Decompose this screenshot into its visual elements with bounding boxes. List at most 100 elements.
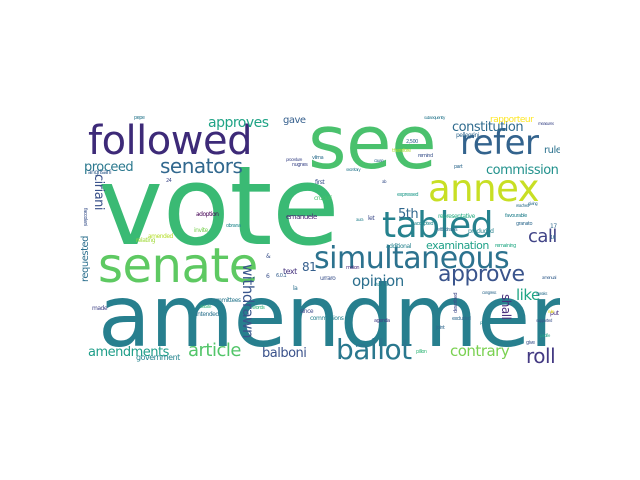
word-commission: commission xyxy=(486,163,559,178)
word-secretary: secretary xyxy=(346,167,361,172)
word-senators: senators xyxy=(160,154,243,178)
word-debate: debate xyxy=(200,304,212,309)
word-amendment: amendment xyxy=(98,267,560,366)
word-invite: invite xyxy=(194,227,208,234)
word-tabled: tabled xyxy=(382,205,494,246)
word-representative: representative xyxy=(438,213,475,220)
word-ciriani: ciriani xyxy=(91,174,106,211)
word-like: like xyxy=(516,286,540,304)
word-81: 81 xyxy=(302,260,317,274)
word-moion: moion xyxy=(346,265,360,271)
word-give: give xyxy=(526,340,535,346)
word-joint: joint xyxy=(436,325,445,331)
word-opinion: opinion xyxy=(352,272,404,290)
word-ab: ab xyxy=(382,179,387,184)
word-requested: requested xyxy=(80,236,91,283)
word-granato: granato xyxy=(516,221,533,227)
word-article: article xyxy=(188,340,241,361)
word-rapporteur: rapporteur xyxy=(490,116,534,125)
word-senate: senate xyxy=(98,238,258,294)
word-contrary: contrary xyxy=(450,342,510,360)
word-ballot: ballot xyxy=(336,333,412,366)
word-ampersand: & xyxy=(266,253,271,260)
word-since: since xyxy=(300,308,314,315)
word-aura: aura xyxy=(356,217,364,222)
word-constitution: constitution xyxy=(452,120,524,135)
word-see: see xyxy=(308,116,437,186)
word-obrana: obrana xyxy=(226,223,241,229)
word-reached: reached xyxy=(516,203,529,208)
word-annex: annex xyxy=(428,167,540,210)
word-followed: followed xyxy=(88,118,252,164)
word-approves: approves xyxy=(208,116,269,131)
word-urraro: urraro xyxy=(320,275,336,282)
word-rule-small: rule xyxy=(548,309,554,314)
word-let: let xyxy=(368,215,375,222)
word-made: made xyxy=(92,305,108,312)
word-commissions: commissions xyxy=(310,315,344,322)
word-remind: remind xyxy=(418,153,433,159)
word-words: words xyxy=(252,305,265,311)
word-emanuele: emanuele xyxy=(286,213,317,221)
word-withdraws: withdraws xyxy=(436,227,458,233)
word-2500: 2,500 xyxy=(406,139,418,145)
word-examination: examination xyxy=(426,239,489,252)
word-first: first xyxy=(315,179,325,186)
word-6-0-1: 6.0.1 xyxy=(276,273,287,279)
word-call: call xyxy=(528,226,557,247)
word-procedure: procedure xyxy=(286,157,302,162)
word-measures: measures xyxy=(538,121,554,126)
word-pepe: pepe xyxy=(134,116,145,121)
word-vote: vote xyxy=(98,142,340,270)
word-la: la xyxy=(293,285,298,292)
word-shall: shall xyxy=(499,294,513,320)
word-congress: congress xyxy=(482,290,496,295)
word-faccolani: faccolani xyxy=(82,208,88,226)
word-angrisani: angrisani xyxy=(88,169,112,176)
word-balboni: balboni xyxy=(262,346,307,361)
word-cloud: vote amendment see followed senate simul… xyxy=(80,116,560,366)
word-relating: relating xyxy=(136,237,156,244)
word-speaks: speaks xyxy=(536,291,547,296)
word-16: 16 xyxy=(550,235,556,241)
word-5th: 5th xyxy=(398,207,419,222)
word-expressed: expressed xyxy=(397,192,419,198)
word-approve: approve xyxy=(438,262,525,287)
word-favourable: favourable xyxy=(505,213,527,219)
word-roll: roll xyxy=(526,344,556,366)
word-amended: amended xyxy=(148,233,173,240)
word-supported: supported xyxy=(536,318,552,323)
word-committees: committees xyxy=(210,297,241,304)
word-precluded: precluded xyxy=(468,228,494,235)
word-nugnes: nugnes xyxy=(292,162,308,168)
word-17: 17 xyxy=(550,223,557,230)
word-adoption: adoption xyxy=(196,211,219,218)
word-government: government xyxy=(136,353,180,362)
word-put: put xyxy=(550,310,559,317)
word-described: described xyxy=(453,293,459,313)
word-vilma: vilma xyxy=(312,155,324,161)
word-24: 24 xyxy=(166,178,172,184)
word-remaining: remaining xyxy=(495,243,516,249)
word-agenda: agenda xyxy=(374,318,390,324)
word-amenual: amenual xyxy=(542,275,556,280)
word-chamber: chamber xyxy=(374,282,389,287)
word-cause: cause xyxy=(374,158,384,163)
word-crucioli: crucioli xyxy=(314,195,332,202)
word-refer: refer xyxy=(460,123,539,163)
word-amendments: amendments xyxy=(88,345,169,360)
word-pacifie: pacifie xyxy=(540,333,550,338)
word-rule: rule xyxy=(544,145,560,156)
word-additional: additional xyxy=(386,243,411,250)
word-subsequently: subsequently xyxy=(424,116,445,120)
word-excluded: excluded xyxy=(452,316,471,322)
word-pellegrini: pellegrini xyxy=(456,132,479,139)
word-giving: giving xyxy=(528,201,538,206)
word-pillon: pillon xyxy=(416,349,427,355)
word-therefore: therefore xyxy=(392,148,411,154)
word-withdrawn: withdrawn xyxy=(239,264,257,338)
word-6: 6 xyxy=(266,273,270,280)
word-simultaneous: simultaneous xyxy=(314,241,510,276)
word-intended: intended xyxy=(196,311,219,318)
